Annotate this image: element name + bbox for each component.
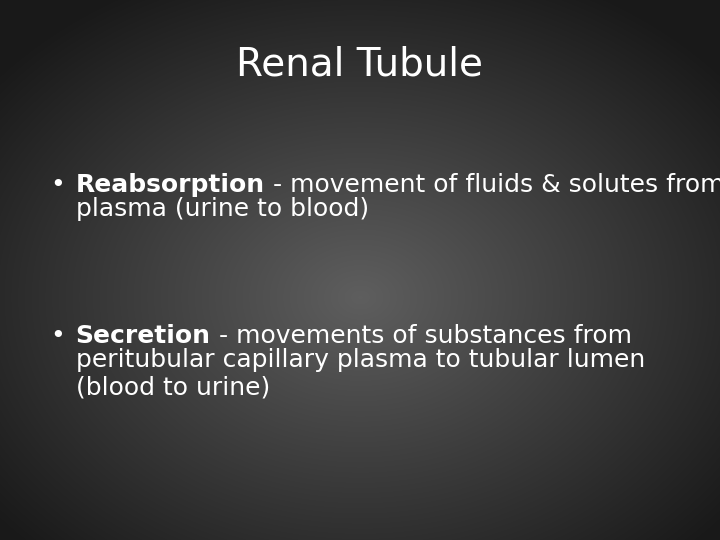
Text: Secretion: Secretion [76,324,210,348]
Text: peritubular capillary plasma to tubular lumen
(blood to urine): peritubular capillary plasma to tubular … [76,348,645,400]
Text: •: • [50,173,65,197]
Text: - movements of substances from: - movements of substances from [210,324,631,348]
Text: Reabsorption: Reabsorption [76,173,265,197]
Text: plasma (urine to blood): plasma (urine to blood) [76,197,369,221]
Text: •: • [50,324,65,348]
Text: - movement of fluids & solutes from tubular lumen to peritubular capillary: - movement of fluids & solutes from tubu… [265,173,720,197]
Text: Renal Tubule: Renal Tubule [236,46,484,84]
